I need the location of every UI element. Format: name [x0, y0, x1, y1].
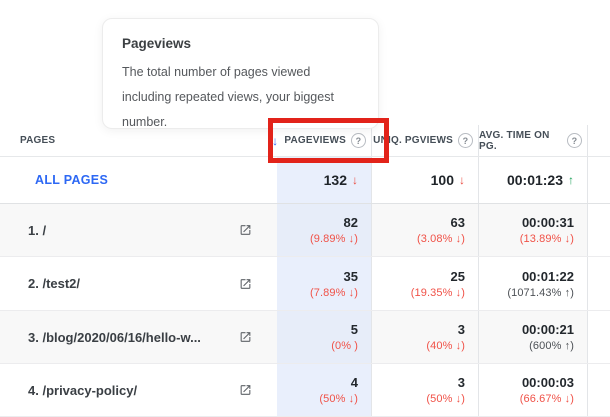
- avg-time-cell: 00:01:22 (1071.43% ↑): [479, 257, 588, 310]
- pageviews-help-icon[interactable]: ?: [351, 133, 366, 148]
- uniq-pageviews-value: 3: [457, 322, 465, 337]
- tooltip-body: The total number of pages viewed includi…: [122, 65, 334, 129]
- table-row: 4. /privacy-policy/ 4 (50% ↓) 3 (50% ↓) …: [0, 364, 610, 417]
- summary-row-spacer: [588, 157, 610, 203]
- uniq-pageviews-column-label: UNIQ. PGVIEWS: [373, 135, 453, 146]
- external-link-icon[interactable]: [239, 277, 252, 290]
- column-header-uniq-pageviews[interactable]: UNIQ. PGVIEWS ?: [372, 125, 479, 156]
- page-label: 2. /test2/: [28, 276, 81, 291]
- row-spacer: [588, 311, 610, 363]
- trend-down-icon: ↓: [459, 173, 465, 187]
- page-link-privacy-policy[interactable]: 4. /privacy-policy/: [0, 364, 277, 416]
- avg-time-value: 00:00:31: [521, 215, 574, 230]
- pages-table: PAGES ↓ PAGEVIEWS ? UNIQ. PGVIEWS ? AVG.…: [0, 125, 610, 417]
- all-pages-summary-row: ALL PAGES 132 ↓ 100 ↓ 00:01:23 ↑: [0, 157, 610, 204]
- trend-up-icon: ↑: [568, 173, 574, 187]
- uniq-pageviews-value: 25: [450, 268, 465, 284]
- uniq-pageviews-change: (50% ↓): [426, 393, 465, 405]
- summary-uniq-pageviews-cell: 100 ↓: [372, 157, 479, 203]
- avg-time-change: (13.89% ↓): [519, 233, 574, 245]
- external-link-icon[interactable]: [239, 331, 252, 344]
- table-row: 3. /blog/2020/06/16/hello-w... 5 (0% ) 3…: [0, 311, 610, 364]
- avg-time-change: (600% ↑): [529, 340, 574, 352]
- pageviews-change: (9.89% ↓): [310, 233, 358, 245]
- summary-uniq-pageviews-value: 100: [430, 172, 454, 188]
- table-header-spacer: [588, 125, 610, 156]
- pageviews-value: 35: [343, 268, 358, 284]
- tooltip-title: Pageviews: [122, 36, 192, 51]
- uniq-pageviews-change: (19.35% ↓): [410, 286, 465, 299]
- pageviews-tooltip: Pageviews The total number of pages view…: [102, 18, 379, 129]
- pageviews-change: (50% ↓): [319, 393, 358, 405]
- avg-time-change: (66.67% ↓): [519, 393, 574, 405]
- uniq-pageviews-cell: 3 (40% ↓): [372, 311, 479, 363]
- uniq-pageviews-cell: 3 (50% ↓): [372, 364, 479, 416]
- table-header-row: PAGES ↓ PAGEVIEWS ? UNIQ. PGVIEWS ? AVG.…: [0, 125, 610, 157]
- avg-time-value: 00:00:03: [521, 375, 574, 390]
- avg-time-cell: 00:00:21 (600% ↑): [479, 311, 588, 363]
- summary-avg-time-value: 00:01:23: [506, 172, 563, 188]
- uniq-pageviews-cell: 63 (3.08% ↓): [372, 204, 479, 256]
- uniq-pageviews-cell: 25 (19.35% ↓): [372, 257, 479, 310]
- summary-avg-time-cell: 00:01:23 ↑: [479, 157, 588, 203]
- pageviews-cell: 82 (9.89% ↓): [277, 204, 372, 256]
- column-header-pageviews[interactable]: ↓ PAGEVIEWS ?: [272, 125, 372, 156]
- uniq-pageviews-value: 63: [450, 215, 465, 230]
- table-row: 2. /test2/ 35 (7.89% ↓) 25 (19.35% ↓) 00…: [0, 257, 610, 311]
- row-spacer: [588, 204, 610, 256]
- pageviews-value: 5: [350, 322, 358, 337]
- page-label: 3. /blog/2020/06/16/hello-w...: [28, 329, 201, 345]
- pageviews-column-label: PAGEVIEWS: [284, 135, 346, 146]
- avg-time-value: 00:01:22: [521, 268, 574, 284]
- avg-time-column-label: AVG. TIME ON PG.: [479, 129, 550, 152]
- page-label: 4. /privacy-policy/: [28, 382, 138, 398]
- pageviews-change: (0% ): [331, 340, 358, 352]
- page-label: 1. /: [28, 222, 47, 238]
- external-link-icon[interactable]: [239, 384, 252, 397]
- pageviews-cell: 35 (7.89% ↓): [277, 257, 372, 310]
- row-spacer: [588, 364, 610, 416]
- all-pages-link[interactable]: ALL PAGES: [35, 173, 109, 187]
- page-link-test2[interactable]: 2. /test2/: [0, 257, 277, 310]
- summary-pageviews-value: 132: [323, 172, 347, 188]
- pageviews-cell: 4 (50% ↓): [277, 364, 372, 416]
- pageviews-value: 82: [343, 215, 358, 230]
- pageviews-value: 4: [350, 375, 358, 390]
- row-spacer: [588, 257, 610, 310]
- avg-time-change: (1071.43% ↑): [507, 286, 574, 299]
- uniq-pageviews-change: (3.08% ↓): [417, 233, 465, 245]
- column-header-pages[interactable]: PAGES: [0, 125, 277, 156]
- column-header-avg-time[interactable]: AVG. TIME ON PG. ?: [479, 125, 588, 156]
- page-link-home[interactable]: 1. /: [0, 204, 277, 256]
- sort-descending-icon: ↓: [272, 133, 279, 148]
- avg-time-cell: 00:00:03 (66.67% ↓): [479, 364, 588, 416]
- trend-down-icon: ↓: [352, 173, 358, 187]
- avg-time-cell: 00:00:31 (13.89% ↓): [479, 204, 588, 256]
- uniq-pageviews-help-icon[interactable]: ?: [458, 133, 473, 148]
- pages-column-label: PAGES: [20, 135, 56, 146]
- uniq-pageviews-value: 3: [457, 375, 465, 390]
- external-link-icon[interactable]: [239, 224, 252, 237]
- uniq-pageviews-change: (40% ↓): [426, 340, 465, 352]
- avg-time-value: 00:00:21: [521, 322, 574, 337]
- avg-time-help-icon[interactable]: ?: [567, 133, 582, 148]
- summary-pageviews-cell: 132 ↓: [277, 157, 372, 203]
- page-link-blog-post[interactable]: 3. /blog/2020/06/16/hello-w...: [0, 311, 277, 363]
- pageviews-cell: 5 (0% ): [277, 311, 372, 363]
- pageviews-change: (7.89% ↓): [310, 286, 358, 299]
- table-row: 1. / 82 (9.89% ↓) 63 (3.08% ↓) 00:00:31 …: [0, 204, 610, 257]
